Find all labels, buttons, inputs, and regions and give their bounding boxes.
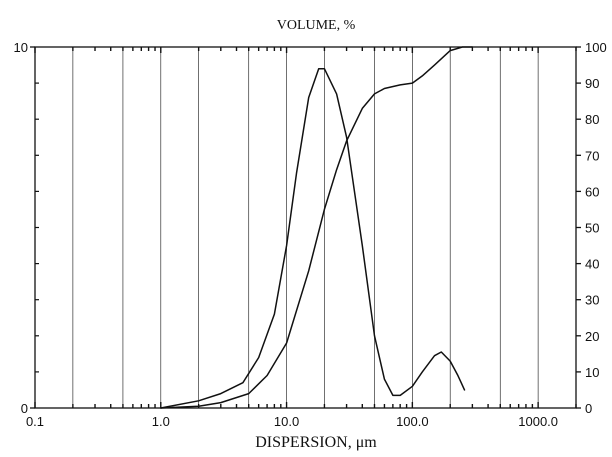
right-tick-label: 10 [585, 365, 599, 380]
right-axis-ticks: 0 10 20 30 40 50 60 70 80 90 100 [576, 40, 607, 416]
x-tick-label: 10.0 [274, 414, 299, 429]
x-tick-label: 1000.0 [518, 414, 558, 429]
plot-frame [34, 46, 577, 409]
right-tick-label: 60 [585, 184, 599, 199]
right-tick-label: 30 [585, 293, 599, 308]
left-axis-ticks: 0 10 [14, 40, 39, 416]
right-tick-label: 50 [585, 221, 599, 236]
right-tick-label: 20 [585, 329, 599, 344]
x-tick-label: 1.0 [152, 414, 170, 429]
series-layer [160, 46, 474, 409]
right-tick-label: 0 [585, 401, 592, 416]
left-tick-label: 0 [21, 401, 28, 416]
right-tick-label: 100 [585, 40, 607, 55]
volume-distribution-curve [160, 67, 466, 409]
minor-ticks [34, 47, 577, 408]
cumulative-volume-curve [160, 46, 474, 409]
left-tick-label: 10 [14, 40, 28, 55]
grid-lines [72, 47, 539, 408]
x-axis-ticks: 0.1 1.0 10.0 100.0 1000.0 [26, 414, 558, 429]
x-tick-label: 100.0 [396, 414, 429, 429]
right-tick-label: 40 [585, 257, 599, 272]
right-tick-label: 80 [585, 112, 599, 127]
chart-title: VOLUME, % [277, 18, 356, 33]
x-tick-label: 0.1 [26, 414, 44, 429]
right-tick-label: 90 [585, 76, 599, 91]
right-tick-label: 70 [585, 148, 599, 163]
x-axis-label: DISPERSION, μm [255, 434, 377, 451]
